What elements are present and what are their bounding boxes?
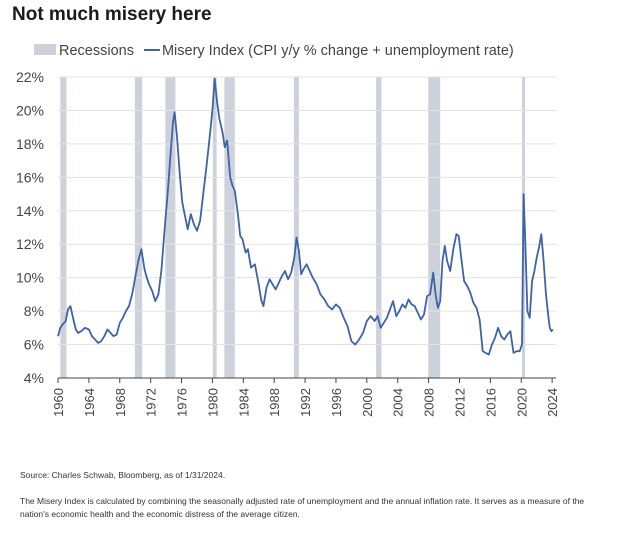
y-tick-label: 18% [16, 136, 44, 152]
y-tick-label: 12% [16, 236, 44, 252]
legend-recession-swatch [34, 44, 56, 55]
x-tick-label: 1964 [82, 388, 97, 417]
y-tick-label: 22% [16, 69, 44, 85]
y-tick-label: 16% [16, 169, 44, 185]
x-tick-label: 1972 [144, 388, 159, 417]
x-tick-label: 1984 [236, 388, 251, 417]
x-tick-label: 1968 [113, 388, 128, 417]
recession-band [212, 77, 217, 378]
legend-label: Misery Index (CPI y/y % change + unemplo… [162, 43, 514, 59]
x-tick-label: 2024 [545, 388, 560, 417]
y-tick-label: 6% [24, 337, 44, 353]
recession-band [428, 77, 441, 378]
x-tick-label: 2020 [514, 388, 529, 417]
chart-title: Not much misery here [12, 4, 212, 25]
recession-band [224, 77, 235, 378]
y-tick-label: 8% [24, 303, 44, 319]
x-tick-label: 2004 [391, 388, 406, 417]
x-tick-label: 1976 [175, 388, 190, 417]
x-tick-label: 1992 [298, 388, 313, 417]
x-tick-label: 2016 [483, 388, 498, 417]
y-tick-label: 14% [16, 203, 44, 219]
definition-note: The Misery Index is calculated by combin… [20, 496, 585, 519]
x-tick-label: 1980 [205, 388, 220, 417]
recession-band [134, 77, 143, 378]
x-tick-label: 2000 [360, 388, 375, 417]
y-tick-label: 20% [16, 102, 44, 118]
recession-band [293, 77, 299, 378]
recession-band [60, 77, 67, 378]
misery-index-line [57, 77, 554, 356]
x-tick-label: 2012 [452, 388, 467, 417]
legend-label: Recessions [59, 43, 134, 59]
y-tick-label: 10% [16, 270, 44, 286]
recession-band [165, 77, 176, 378]
x-tick-label: 1996 [329, 388, 344, 417]
y-tick-label: 4% [24, 370, 44, 386]
source-note: Source: Charles Schwab, Bloomberg, as of… [20, 470, 226, 480]
x-tick-label: 2008 [422, 388, 437, 417]
recession-band [376, 77, 382, 378]
misery-index-chart: 4% 6% 8% 10% 12% 14% 16% 18% 20% 22% 1960 1964 1968 1… [16, 43, 560, 417]
x-tick-label: 1960 [51, 388, 66, 417]
x-tick-label: 1988 [267, 388, 282, 417]
